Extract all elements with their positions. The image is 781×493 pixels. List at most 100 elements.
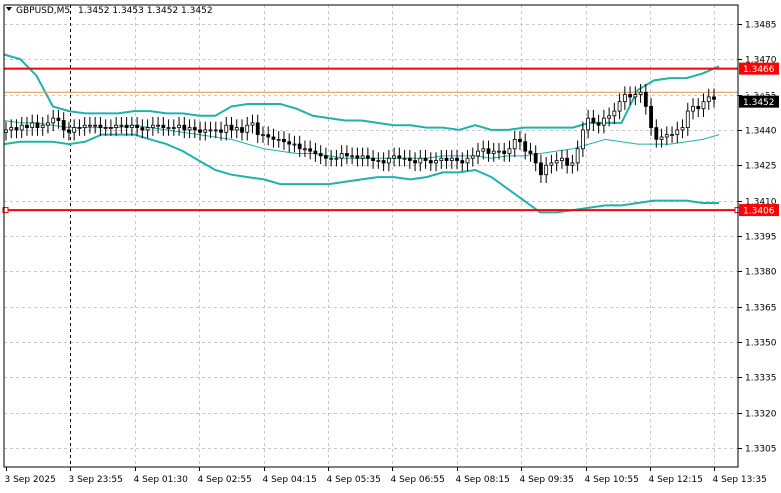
candle <box>119 116 124 134</box>
candle-body <box>140 127 145 131</box>
candle-body <box>276 138 281 141</box>
candle <box>198 121 202 141</box>
candle-body <box>476 150 480 157</box>
level-tag-label: 1.3466 <box>743 65 775 75</box>
candle-body <box>171 127 176 129</box>
candle <box>528 142 533 162</box>
candle <box>271 128 276 148</box>
candle <box>392 147 396 167</box>
candle-body <box>418 157 423 164</box>
candle-body <box>103 127 108 129</box>
candle <box>145 119 150 139</box>
candle <box>638 83 643 103</box>
candle-body <box>25 124 29 128</box>
candle <box>255 114 260 143</box>
candle <box>19 116 24 139</box>
x-tick-label: 4 Sep 13:35 <box>713 475 767 485</box>
x-tick-label: 4 Sep 06:55 <box>391 475 445 485</box>
candle <box>381 152 386 172</box>
candle <box>339 145 344 167</box>
candle-body <box>324 155 328 159</box>
candle <box>371 149 376 169</box>
candle-body <box>224 124 229 133</box>
candle-body <box>9 127 14 131</box>
candle-body <box>282 138 286 143</box>
candle-body <box>344 153 349 157</box>
candle <box>507 140 512 162</box>
candle-body <box>622 94 627 103</box>
candle <box>654 119 659 148</box>
y-tick-label: 1.3425 <box>745 162 777 172</box>
candle-body <box>192 127 197 131</box>
candle-body <box>303 148 307 151</box>
candle <box>240 119 244 141</box>
level-price-tag: 1.3406 <box>739 204 779 217</box>
candle-body <box>203 129 208 133</box>
candle <box>685 102 690 136</box>
level-anchor-left <box>2 207 9 214</box>
x-tick-label: 4 Sep 10:55 <box>585 475 639 485</box>
candle-body <box>554 160 559 164</box>
candle-body <box>402 157 407 160</box>
candle <box>402 149 407 167</box>
candle <box>444 149 449 169</box>
candle <box>539 154 543 183</box>
candle-body <box>198 129 202 133</box>
dropdown-triangle-icon[interactable] <box>6 7 12 11</box>
candle-body <box>523 141 528 152</box>
candle <box>51 109 56 132</box>
candle-body <box>444 157 449 161</box>
candle-body <box>392 155 396 159</box>
candle-body <box>329 157 334 160</box>
candle <box>334 149 339 167</box>
candle-body <box>381 160 386 164</box>
candle-body <box>129 124 134 128</box>
candle-body <box>46 122 50 126</box>
candle <box>580 121 585 158</box>
candle-body <box>460 160 465 164</box>
y-tick-label: 1.3410 <box>745 198 777 208</box>
candle <box>601 109 606 134</box>
level-tag-bg <box>739 62 779 75</box>
candle-body <box>292 143 297 146</box>
candle-body <box>219 129 223 133</box>
candle-body <box>507 148 512 154</box>
candle-body <box>93 124 98 127</box>
lower-band-line <box>3 133 719 214</box>
candle-body <box>161 124 166 128</box>
candle-body <box>56 117 61 121</box>
candle-body <box>119 124 124 127</box>
level-tag-bg <box>739 204 779 217</box>
candle-body <box>61 120 66 131</box>
candle <box>549 154 554 174</box>
candle-body <box>187 127 192 131</box>
candle <box>14 119 19 139</box>
candle-body <box>360 155 365 159</box>
candle-body <box>386 157 391 164</box>
candle-body <box>486 148 491 154</box>
symbol-label: GBPUSD,M5 <box>16 6 70 16</box>
candle-body <box>350 155 355 158</box>
candle-body <box>19 124 24 131</box>
candle <box>261 126 265 143</box>
candle-body <box>229 124 234 131</box>
candle-body <box>664 134 669 138</box>
candle <box>470 147 475 167</box>
candle-body <box>539 162 543 176</box>
candle-body <box>14 127 19 131</box>
candle <box>680 119 685 139</box>
candle <box>486 140 491 162</box>
candle <box>596 114 601 134</box>
candle <box>318 145 323 165</box>
candle-body <box>334 157 339 160</box>
candle <box>449 149 454 169</box>
candle <box>93 116 98 134</box>
candle <box>701 93 706 117</box>
candle <box>491 142 496 162</box>
candle-body <box>455 157 459 161</box>
candle-body <box>570 162 575 166</box>
candle-body <box>612 110 617 117</box>
candle-body <box>35 122 40 128</box>
